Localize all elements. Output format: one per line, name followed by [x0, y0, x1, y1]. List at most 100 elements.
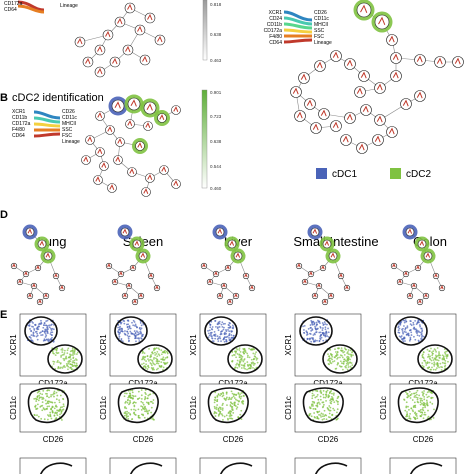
- tree-node: [125, 282, 133, 290]
- event-dot: [137, 415, 140, 417]
- scatter-xcr1-cd172a: XCR1 CD172a: [379, 313, 457, 388]
- event-dot: [415, 328, 417, 331]
- event-dot: [218, 413, 221, 415]
- panel-b-tree: [81, 94, 181, 197]
- event-dot: [335, 355, 338, 357]
- event-dot: [138, 337, 140, 340]
- event-dot: [312, 408, 315, 410]
- event-dot: [238, 400, 240, 402]
- event-dot: [346, 368, 349, 371]
- event-dot: [338, 347, 340, 350]
- event-dot: [302, 325, 304, 328]
- event-dot: [238, 363, 240, 366]
- tree-node: [344, 112, 356, 124]
- event-dot: [219, 408, 222, 411]
- tree-node: [139, 54, 151, 66]
- event-dot: [330, 357, 332, 360]
- event-dot: [140, 324, 143, 327]
- event-dot: [137, 390, 140, 393]
- event-dot: [59, 409, 62, 411]
- event-dot: [325, 395, 328, 397]
- event-dot: [306, 333, 309, 336]
- event-dot: [40, 417, 43, 420]
- tree-node: [414, 264, 422, 272]
- event-dot: [236, 406, 239, 409]
- event-dot: [347, 353, 350, 355]
- event-dot: [244, 351, 247, 354]
- event-dot: [342, 362, 345, 365]
- event-dot: [140, 394, 143, 397]
- event-dot: [141, 401, 144, 404]
- event-dot: [431, 402, 434, 405]
- event-dot: [143, 416, 146, 419]
- node-star: [77, 37, 83, 45]
- event-dot: [145, 401, 148, 404]
- scatter-row3: [294, 457, 362, 474]
- event-dot: [139, 332, 141, 335]
- event-dot: [118, 332, 121, 335]
- event-dot: [60, 354, 63, 357]
- event-dot: [415, 393, 418, 396]
- event-dot: [33, 329, 36, 331]
- event-dot: [118, 328, 120, 331]
- node-star: [398, 279, 402, 284]
- event-dot: [46, 329, 49, 332]
- node-star: [36, 265, 40, 270]
- event-dot: [62, 403, 65, 406]
- event-dot: [41, 401, 44, 404]
- event-dot: [144, 367, 147, 369]
- event-dot: [236, 367, 239, 369]
- event-dot: [59, 406, 62, 409]
- tree-node: [132, 239, 142, 249]
- event-dot: [242, 400, 245, 403]
- event-dot: [339, 365, 342, 368]
- event-dot: [440, 369, 443, 371]
- event-dot: [134, 335, 137, 338]
- event-dot: [147, 359, 150, 362]
- event-dot: [225, 397, 228, 400]
- event-dot: [132, 412, 135, 415]
- event-dot: [137, 398, 140, 400]
- a-legend-left-1: CD64: [4, 7, 17, 13]
- event-dot: [432, 350, 435, 353]
- event-dot: [316, 410, 319, 413]
- event-dot: [335, 367, 338, 370]
- event-dot: [341, 349, 344, 352]
- event-dot: [152, 367, 155, 369]
- event-dot: [75, 362, 78, 365]
- panel-e-letter: E: [0, 309, 7, 321]
- event-dot: [325, 418, 328, 421]
- event-dot: [420, 413, 423, 416]
- node-star: [45, 252, 51, 258]
- event-dot: [127, 412, 130, 414]
- event-dot: [328, 409, 331, 412]
- event-dot: [34, 331, 37, 333]
- event-dot: [231, 396, 234, 399]
- event-dot: [406, 413, 408, 416]
- node-star: [436, 57, 443, 65]
- event-dot: [238, 347, 241, 350]
- event-dot: [56, 347, 58, 350]
- event-dot: [442, 355, 445, 358]
- event-dot: [339, 354, 342, 357]
- node-star: [101, 162, 107, 168]
- event-dot: [127, 415, 130, 418]
- event-dot: [324, 326, 327, 329]
- event-dot: [214, 399, 217, 402]
- event-dot: [317, 417, 320, 420]
- event-dot: [146, 355, 149, 357]
- event-dot: [37, 399, 40, 402]
- event-dot: [63, 364, 66, 367]
- event-dot: [128, 392, 131, 395]
- event-dot: [133, 334, 136, 337]
- event-dot: [153, 356, 156, 359]
- node-star: [316, 61, 323, 69]
- event-dot: [151, 360, 154, 362]
- event-dot: [217, 393, 220, 396]
- event-dot: [316, 416, 319, 419]
- tree-node: [402, 270, 410, 278]
- node-star: [407, 228, 413, 234]
- event-dot: [48, 396, 50, 399]
- tree-node: [25, 227, 35, 237]
- event-dot: [215, 406, 218, 409]
